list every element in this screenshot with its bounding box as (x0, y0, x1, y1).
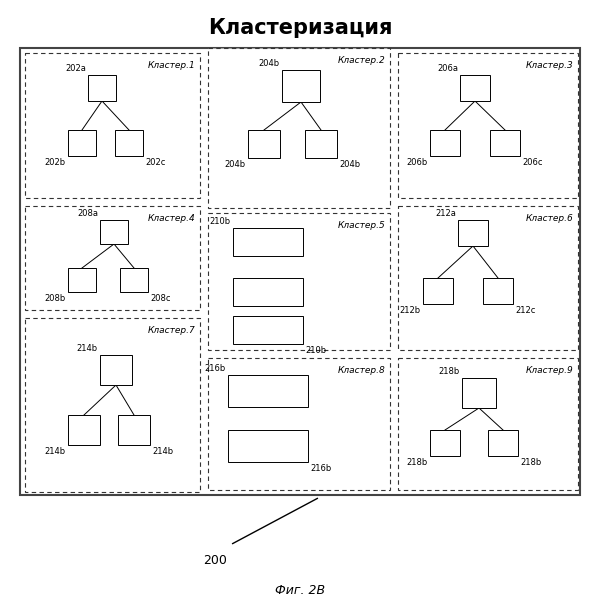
Text: Фиг. 2B: Фиг. 2B (275, 584, 325, 596)
Bar (430, 430, 460, 456)
Bar (490, 130, 520, 156)
Bar (20, 48, 580, 495)
Text: 216b: 216b (310, 464, 331, 473)
Bar (120, 268, 148, 292)
Text: Кластер.9: Кластер.9 (526, 366, 574, 375)
Bar (398, 358, 578, 490)
Bar (68, 268, 96, 292)
Text: 208c: 208c (150, 294, 170, 303)
Bar (118, 415, 150, 445)
Bar (233, 316, 303, 344)
Bar (228, 430, 308, 462)
Text: 218b: 218b (439, 367, 460, 376)
Bar (483, 278, 513, 304)
Text: 212c: 212c (515, 306, 535, 315)
Text: 218b: 218b (407, 458, 428, 467)
Bar (233, 278, 303, 306)
Bar (100, 220, 128, 244)
Text: 212b: 212b (400, 306, 421, 315)
Text: 202b: 202b (45, 158, 66, 167)
Text: 206b: 206b (407, 158, 428, 167)
Bar (462, 378, 496, 408)
Bar (430, 130, 460, 156)
Text: 206a: 206a (437, 64, 458, 73)
Text: Кластер.4: Кластер.4 (148, 214, 196, 223)
Text: 216b: 216b (205, 364, 226, 373)
Text: 214b: 214b (77, 344, 98, 353)
Text: 204b: 204b (259, 59, 280, 68)
Bar (208, 48, 390, 208)
Text: 210b: 210b (305, 346, 326, 355)
Text: 200: 200 (203, 553, 227, 567)
Text: Кластер.1: Кластер.1 (148, 61, 196, 70)
Text: 218b: 218b (520, 458, 541, 467)
Text: Кластер.2: Кластер.2 (338, 56, 386, 65)
Text: 206c: 206c (522, 158, 542, 167)
Bar (68, 130, 96, 156)
Text: 212a: 212a (435, 209, 456, 218)
Text: 204b: 204b (339, 160, 360, 169)
Text: 214b: 214b (152, 447, 173, 456)
Text: 214b: 214b (45, 447, 66, 456)
Bar (25, 53, 200, 198)
Text: Кластер.5: Кластер.5 (338, 221, 386, 230)
Text: 202a: 202a (65, 64, 86, 73)
Bar (115, 130, 143, 156)
Text: 208b: 208b (45, 294, 66, 303)
Text: Кластер.8: Кластер.8 (338, 366, 386, 375)
Text: Кластер.3: Кластер.3 (526, 61, 574, 70)
Bar (488, 430, 518, 456)
Bar (208, 213, 390, 350)
Bar (398, 206, 578, 350)
Bar (460, 75, 490, 101)
Text: Кластер.6: Кластер.6 (526, 214, 574, 223)
Bar (458, 220, 488, 246)
Bar (398, 53, 578, 198)
Text: 210b: 210b (210, 217, 231, 226)
Text: 208a: 208a (77, 209, 98, 218)
Bar (208, 358, 390, 490)
Bar (233, 228, 303, 256)
Bar (248, 130, 280, 158)
Bar (305, 130, 337, 158)
Text: 202c: 202c (145, 158, 166, 167)
Bar (228, 375, 308, 407)
Text: 204b: 204b (225, 160, 246, 169)
Bar (423, 278, 453, 304)
Bar (88, 75, 116, 101)
Text: Кластер.7: Кластер.7 (148, 326, 196, 335)
Bar (25, 318, 200, 492)
Bar (100, 355, 132, 385)
Bar (282, 70, 320, 102)
Text: Кластеризация: Кластеризация (208, 18, 392, 38)
Bar (25, 206, 200, 310)
Bar (68, 415, 100, 445)
